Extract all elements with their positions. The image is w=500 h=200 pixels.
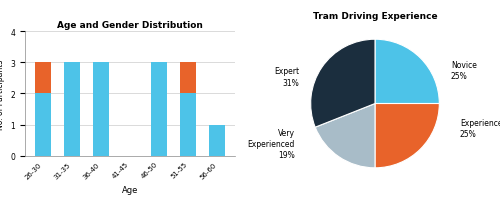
- Y-axis label: No. of Participants: No. of Participants: [0, 59, 5, 129]
- Title: Tram Driving Experience: Tram Driving Experience: [312, 12, 438, 20]
- Bar: [34, 63, 50, 94]
- Bar: [151, 63, 167, 156]
- Text: Novice
25%: Novice 25%: [451, 61, 477, 81]
- Text: Experienced
25%: Experienced 25%: [460, 118, 500, 138]
- Bar: [93, 63, 109, 156]
- Wedge shape: [315, 104, 375, 168]
- Bar: [180, 63, 196, 94]
- Bar: [210, 125, 226, 156]
- Bar: [64, 63, 80, 156]
- Bar: [180, 94, 196, 156]
- X-axis label: Age: Age: [122, 185, 138, 194]
- Text: Very
Experienced
19%: Very Experienced 19%: [247, 128, 294, 159]
- Wedge shape: [375, 104, 440, 168]
- Wedge shape: [310, 40, 375, 128]
- Bar: [34, 94, 50, 156]
- Text: Expert
31%: Expert 31%: [274, 67, 299, 87]
- Title: Age and Gender Distribution: Age and Gender Distribution: [57, 21, 203, 30]
- Wedge shape: [375, 40, 440, 104]
